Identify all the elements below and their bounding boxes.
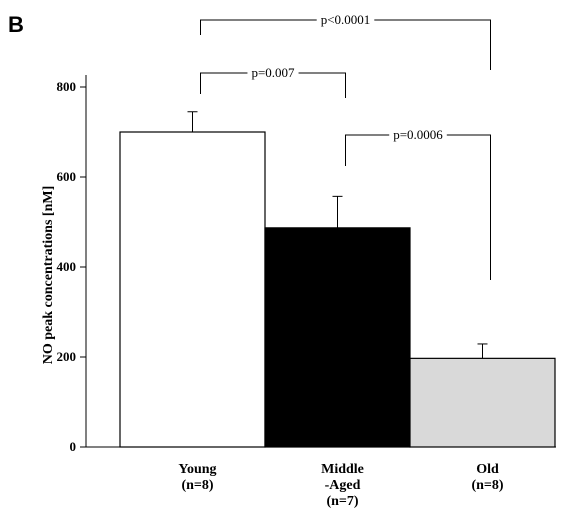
x-tick-label-line: (n=8) — [471, 478, 503, 493]
y-tick-label: 0 — [70, 439, 77, 454]
x-tick-label-line: Young — [178, 462, 216, 477]
bracket-right — [298, 72, 346, 98]
significance-brackets: p<0.0001 p=0.007 p=0.0006 — [200, 12, 491, 280]
y-axis-label: NO peak concentrations [nM] — [41, 186, 56, 365]
y-tick-label: 200 — [57, 349, 77, 364]
x-tick-label: Middle -Aged (n=7) — [321, 462, 364, 509]
bar — [409, 357, 556, 448]
x-labels-group: Young (n=8)Middle -Aged (n=7)Old (n=8) — [178, 462, 503, 509]
panel-label: B — [8, 12, 24, 37]
bar — [119, 131, 266, 448]
significance-label: p=0.007 — [251, 65, 295, 80]
significance-label: p=0.0006 — [393, 127, 443, 142]
y-tick-label: 800 — [57, 79, 77, 94]
x-tick-label-line: Middle — [321, 462, 364, 477]
bracket-right — [374, 19, 491, 70]
x-tick-label-line: (n=7) — [326, 494, 358, 509]
x-tick-label-line: Old — [476, 462, 499, 477]
bracket-right — [446, 134, 491, 280]
significance-label: p<0.0001 — [321, 12, 371, 27]
x-tick-label: Old (n=8) — [471, 462, 503, 493]
y-ticks-group: 0 200 400 600 800 — [57, 79, 86, 454]
x-tick-label-line: -Aged — [325, 478, 361, 493]
y-tick-label: 400 — [57, 259, 77, 274]
bracket-left — [200, 72, 248, 94]
y-tick-label: 600 — [57, 169, 77, 184]
bracket-left — [345, 134, 390, 166]
error-bars-group — [187, 111, 488, 359]
bars-group — [119, 131, 556, 448]
bracket-left — [200, 19, 317, 35]
x-tick-label-line: (n=8) — [181, 478, 213, 493]
bar — [264, 227, 411, 448]
x-tick-label: Young (n=8) — [178, 462, 216, 493]
